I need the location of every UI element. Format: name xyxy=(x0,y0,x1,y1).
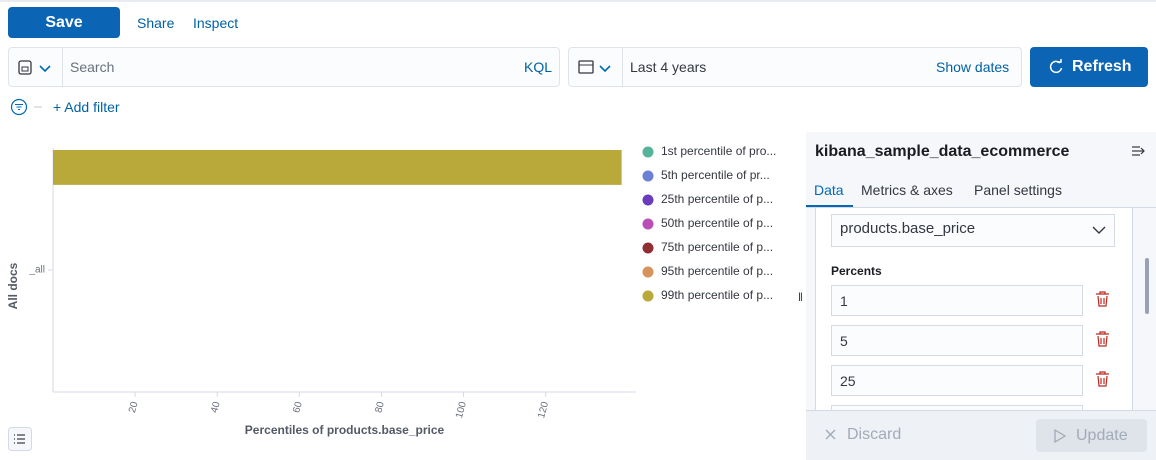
y-tick-label: _all xyxy=(28,265,45,276)
legend-label[interactable]: 99th percentile of p... xyxy=(661,288,773,302)
percent-input[interactable]: 1 xyxy=(831,285,1083,316)
legend-swatch xyxy=(642,194,654,206)
query-bar xyxy=(8,47,560,87)
divider xyxy=(62,48,63,86)
filter-icon[interactable] xyxy=(10,98,46,116)
legend-swatch xyxy=(642,266,654,278)
bar xyxy=(53,150,622,185)
time-range[interactable]: Last 4 years xyxy=(630,59,707,75)
share-link[interactable]: Share xyxy=(137,15,175,31)
y-axis-title: All docs xyxy=(6,262,20,309)
discard-button[interactable]: Discard xyxy=(847,426,902,443)
calendar-icon[interactable] xyxy=(578,58,618,78)
percent-input[interactable]: 25 xyxy=(831,365,1083,396)
chart-area xyxy=(0,132,806,459)
refresh-button[interactable]: Refresh xyxy=(1030,47,1148,87)
chart: 20 40 60 80 100 120 _all Percentiles of product… xyxy=(6,144,776,437)
inspect-link[interactable]: Inspect xyxy=(193,15,239,31)
tab[interactable]: Metrics & axes xyxy=(861,182,953,198)
x-tick-label: 80 xyxy=(373,400,387,414)
x-axis-title: Percentiles of products.base_price xyxy=(245,423,445,437)
legend-swatch xyxy=(642,146,654,158)
x-tick-label: 100 xyxy=(454,400,469,419)
legend-swatch xyxy=(642,218,654,230)
collapse-icon[interactable] xyxy=(1131,144,1147,158)
select-arrow xyxy=(1092,226,1106,234)
legend-label[interactable]: 50th percentile of p... xyxy=(661,216,773,230)
search-input[interactable]: Search xyxy=(70,59,115,75)
resize-handle[interactable]: ‖ xyxy=(798,290,803,304)
legend-label[interactable]: 1st percentile of pro... xyxy=(661,144,776,158)
show-dates[interactable]: Show dates xyxy=(936,59,1010,75)
x-tick-label: 60 xyxy=(291,400,305,414)
legend-swatch xyxy=(642,242,654,254)
time-picker xyxy=(568,47,1022,87)
percent-input[interactable]: 5 xyxy=(831,325,1083,356)
legend-label[interactable]: 75th percentile of p... xyxy=(661,240,773,254)
tab[interactable]: Data xyxy=(814,182,844,198)
kql-button[interactable]: KQL xyxy=(524,59,553,75)
refresh-icon xyxy=(1049,59,1063,74)
x-tick-label: 120 xyxy=(536,400,551,419)
tab-underline xyxy=(806,205,853,207)
percents-label: Percents xyxy=(831,264,882,278)
legend-label[interactable]: 95th percentile of p... xyxy=(661,264,773,278)
save-button[interactable]: Save xyxy=(8,7,120,38)
divider xyxy=(622,48,623,86)
top-border xyxy=(0,0,1156,2)
add-filter[interactable]: + Add filter xyxy=(53,99,120,115)
x-tick-label: 20 xyxy=(127,400,141,414)
delete-icons[interactable] xyxy=(1094,291,1112,391)
legend-swatch xyxy=(642,170,654,182)
legend-label[interactable]: 5th percentile of pr... xyxy=(661,168,770,182)
x-tick-label: 40 xyxy=(209,400,223,414)
discard-icon xyxy=(825,429,836,440)
play-icon xyxy=(1054,428,1067,444)
legend-toggle[interactable] xyxy=(8,427,32,451)
legend-label[interactable]: 25th percentile of p... xyxy=(661,192,773,206)
tab-border xyxy=(806,207,1156,208)
field-select[interactable]: products.base_price xyxy=(831,214,1115,247)
legend-swatch xyxy=(642,290,654,302)
panel-title: kibana_sample_data_ecommerce xyxy=(815,143,1070,160)
scrollbar[interactable] xyxy=(1145,258,1149,314)
saved-query-icon[interactable] xyxy=(18,58,58,78)
tab[interactable]: Panel settings xyxy=(974,182,1062,198)
